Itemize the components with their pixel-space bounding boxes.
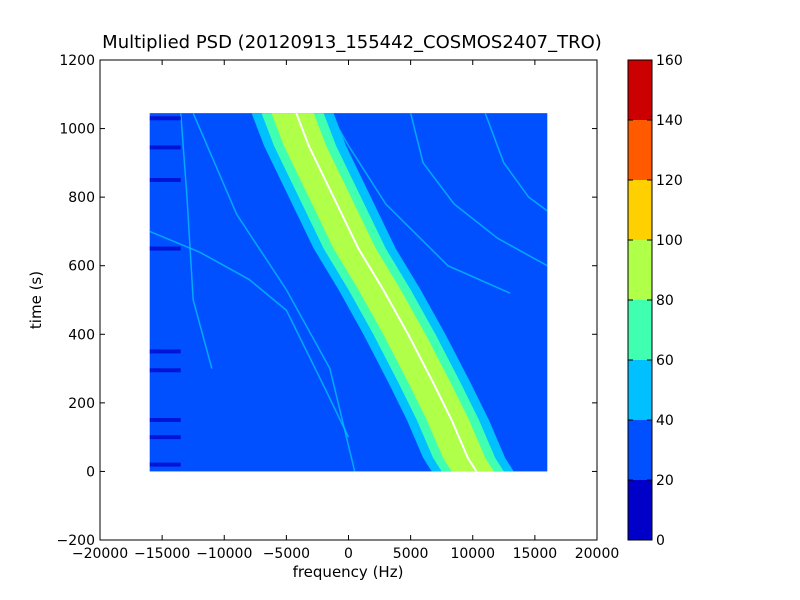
y-tick-label: 600 <box>68 259 95 275</box>
x-tick-label: 0 <box>344 546 353 562</box>
y-tick-label: −200 <box>57 533 95 549</box>
colorbar-segment <box>628 300 652 360</box>
colorbar-tick-label: 120 <box>656 173 683 189</box>
y-tick-label: 0 <box>86 464 95 480</box>
colorbar-segment <box>628 420 652 480</box>
y-tick-label: 400 <box>68 327 95 343</box>
low-level-streak <box>149 349 181 354</box>
y-tick-label: 1000 <box>59 122 95 138</box>
satellite-trace <box>180 113 213 369</box>
colorbar-tick-label: 140 <box>656 113 683 129</box>
low-level-streak <box>149 145 181 150</box>
x-tick-label: 20000 <box>575 546 620 562</box>
satellite-trace <box>149 230 350 438</box>
colorbar: 0 20 40 60 80 100 120 140 160 <box>627 53 683 549</box>
low-level-streak <box>149 178 181 182</box>
x-axis-label: frequency (Hz) <box>293 563 404 581</box>
low-level-streak <box>149 368 181 373</box>
heatmap-content <box>149 113 548 472</box>
satellite-trace <box>409 113 548 267</box>
low-level-streak <box>149 246 181 251</box>
colorbar-tick-label: 80 <box>656 293 674 309</box>
x-tick-label: 10000 <box>450 546 495 562</box>
x-tick-label: −5000 <box>263 546 310 562</box>
low-level-streak <box>149 116 181 121</box>
colorbar-tick-label: 60 <box>656 353 674 369</box>
colorbar-segment <box>628 120 652 180</box>
colorbar-segment <box>628 180 652 240</box>
trace-ridge <box>295 113 478 472</box>
low-level-streak <box>149 462 181 467</box>
colorbar-tick-label: 0 <box>656 533 665 549</box>
colorbar-segment <box>628 240 652 300</box>
colorbar-tick-label: 160 <box>656 53 683 69</box>
satellite-trace <box>192 113 356 472</box>
colorbar-tick-label: 100 <box>656 233 683 249</box>
colorbar-tick-label: 40 <box>656 413 674 429</box>
satellite-trace <box>329 113 511 294</box>
x-tick-label: 5000 <box>393 546 429 562</box>
satellite-trace <box>484 113 548 212</box>
low-level-streak <box>149 418 181 422</box>
x-tick-label: −10000 <box>196 546 252 562</box>
y-tick-label: 800 <box>68 190 95 206</box>
chart-title: Multiplied PSD (20120913_155442_COSMOS24… <box>102 32 602 53</box>
colorbar-segment <box>628 480 652 540</box>
x-tick-label: −20000 <box>72 546 128 562</box>
colorbar-tick-label: 20 <box>656 473 674 489</box>
y-tick-label: 200 <box>68 396 95 412</box>
colorbar-segment <box>628 360 652 420</box>
colorbar-segment <box>628 60 652 120</box>
trace-band-core <box>271 113 494 472</box>
axes: −20000 −15000 −10000 −5000 0 5000 10000 15000 20… <box>57 53 620 562</box>
y-tick-label: 1200 <box>59 53 95 69</box>
low-level-streak <box>149 435 181 440</box>
x-tick-label: 15000 <box>513 546 558 562</box>
y-axis-label: time (s) <box>27 271 45 329</box>
x-tick-label: −15000 <box>134 546 190 562</box>
plot-area <box>149 113 548 472</box>
